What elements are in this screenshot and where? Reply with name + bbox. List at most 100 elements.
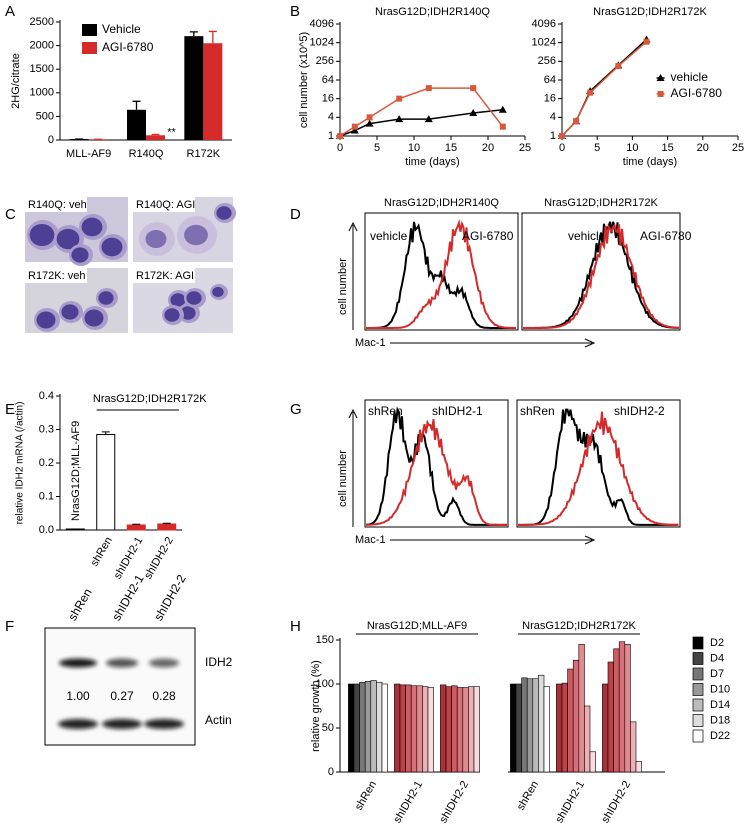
y-tick-label: 0 bbox=[48, 134, 54, 146]
x-tick-label: 5 bbox=[374, 142, 380, 154]
y-arrowhead bbox=[348, 408, 358, 419]
legend-swatch bbox=[692, 636, 704, 650]
y-axis-label: cell number (x10^5) bbox=[298, 32, 310, 128]
nucleus bbox=[170, 293, 186, 307]
x-axis-label: Mac-1 bbox=[355, 534, 386, 546]
legend-swatch bbox=[692, 667, 704, 681]
nucleus bbox=[186, 291, 202, 305]
x-axis-label: time (days) bbox=[623, 156, 677, 168]
y-tick-label: 2000 bbox=[30, 40, 54, 52]
y-tick-label: 0.3 bbox=[39, 423, 54, 435]
x-tick-label: 0 bbox=[559, 142, 565, 154]
legend-swatch bbox=[692, 683, 704, 696]
quantification: 0.27 bbox=[110, 689, 134, 703]
band bbox=[58, 719, 98, 729]
x-tick-label: shIDH2-1 bbox=[553, 779, 587, 825]
label-box bbox=[133, 197, 195, 212]
histogram-curve bbox=[366, 221, 516, 329]
band bbox=[144, 719, 184, 729]
y-axis-label: relative growth (%) bbox=[310, 660, 322, 752]
legend-label: D10 bbox=[710, 683, 730, 695]
error-bar bbox=[208, 30, 217, 44]
label-box bbox=[133, 268, 195, 283]
legend-label: D22 bbox=[710, 730, 730, 742]
bar bbox=[353, 683, 360, 773]
marker bbox=[573, 118, 580, 125]
curve-label: AGI-6780 bbox=[640, 229, 692, 243]
legend-label: D14 bbox=[710, 699, 730, 711]
chart-title: NrasG12D;IDH2R172K bbox=[593, 6, 707, 18]
band-label: IDH2 bbox=[205, 655, 233, 669]
bar bbox=[532, 678, 539, 773]
bar bbox=[584, 705, 591, 773]
y-tick-label: 4 bbox=[550, 111, 556, 123]
curve-label: AGI-6780 bbox=[462, 229, 514, 243]
plot-frame bbox=[516, 399, 681, 528]
marker bbox=[469, 109, 478, 117]
x-arrowhead bbox=[584, 535, 596, 545]
y-axis-label: cell number bbox=[337, 450, 349, 507]
y-tick-label: 0.0 bbox=[39, 524, 54, 536]
micrograph-label: R140Q: AGI bbox=[136, 199, 195, 211]
curve-label: shRen bbox=[368, 404, 403, 418]
x-tick-label: 10 bbox=[408, 142, 420, 154]
error-bar bbox=[189, 31, 198, 37]
bar bbox=[521, 677, 528, 773]
y-tick-label: 16 bbox=[322, 93, 334, 105]
bar bbox=[515, 683, 522, 773]
marker bbox=[396, 95, 403, 102]
nucleus bbox=[81, 217, 103, 237]
x-tick-label: 5 bbox=[594, 142, 600, 154]
y-arrowhead bbox=[348, 221, 358, 232]
histogram-curve bbox=[518, 411, 679, 526]
bar bbox=[510, 683, 517, 773]
chart-title: NrasG12D;IDH2R172K bbox=[544, 197, 658, 209]
bar bbox=[440, 684, 447, 773]
legend-label: D2 bbox=[710, 637, 724, 649]
bar bbox=[589, 751, 596, 773]
y-tick-label: 1024 bbox=[532, 37, 556, 49]
nucleus bbox=[84, 309, 104, 327]
curve-label: shIDH2-1 bbox=[432, 404, 483, 418]
bar bbox=[456, 687, 464, 773]
bracket-label: NrasG12D;IDH2R172K bbox=[93, 393, 207, 405]
group-title: NrasG12D;IDH2R172K bbox=[522, 620, 636, 632]
x-tick-label: MLL-AF9 bbox=[66, 148, 111, 160]
band-label: Actin bbox=[205, 713, 232, 727]
bar bbox=[416, 685, 423, 773]
y-tick-label: 4096 bbox=[310, 18, 334, 30]
error-bar bbox=[151, 133, 160, 136]
legend-swatch bbox=[692, 714, 704, 727]
legend-label: D4 bbox=[710, 652, 724, 664]
panel-letter: B bbox=[290, 3, 300, 20]
y-axis-label: relative IDH2 mRNA (/actin) bbox=[15, 402, 26, 525]
bar bbox=[630, 721, 637, 773]
marker bbox=[350, 126, 359, 134]
marker bbox=[657, 91, 664, 97]
x-tick-label: R140Q bbox=[129, 148, 164, 160]
y-tick-label: 1000 bbox=[30, 87, 54, 99]
marker bbox=[499, 123, 506, 130]
bar bbox=[394, 683, 401, 773]
x-tick-label: 10 bbox=[626, 142, 638, 154]
x-axis-label: Mac-1 bbox=[355, 337, 386, 349]
legend-label: AGI-6780 bbox=[671, 86, 723, 100]
nucleus bbox=[216, 206, 232, 220]
y-tick-label: 50 bbox=[322, 722, 334, 734]
x-axis-label: time (days) bbox=[405, 156, 459, 168]
legend-swatch bbox=[692, 652, 704, 665]
marker bbox=[643, 38, 650, 45]
bar bbox=[556, 683, 563, 773]
y-tick-label: 2500 bbox=[30, 16, 54, 28]
panel-letter: C bbox=[5, 206, 16, 223]
x-tick-label: shIDH2-1 bbox=[112, 535, 146, 581]
vertical-label: NrasG12D;MLL-AF9 bbox=[70, 421, 82, 521]
histogram-curve bbox=[366, 419, 507, 526]
y-tick-label: 1024 bbox=[310, 37, 334, 49]
legend-swatch bbox=[82, 24, 97, 36]
legend-label: vehicle bbox=[671, 70, 709, 84]
histogram-curve bbox=[523, 222, 680, 329]
bar bbox=[348, 683, 355, 773]
bar bbox=[399, 684, 406, 773]
bar bbox=[359, 681, 366, 773]
